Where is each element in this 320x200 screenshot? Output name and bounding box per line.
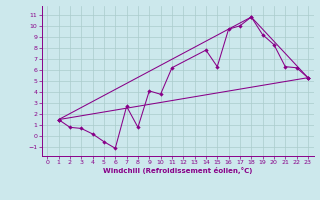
X-axis label: Windchill (Refroidissement éolien,°C): Windchill (Refroidissement éolien,°C) [103, 167, 252, 174]
